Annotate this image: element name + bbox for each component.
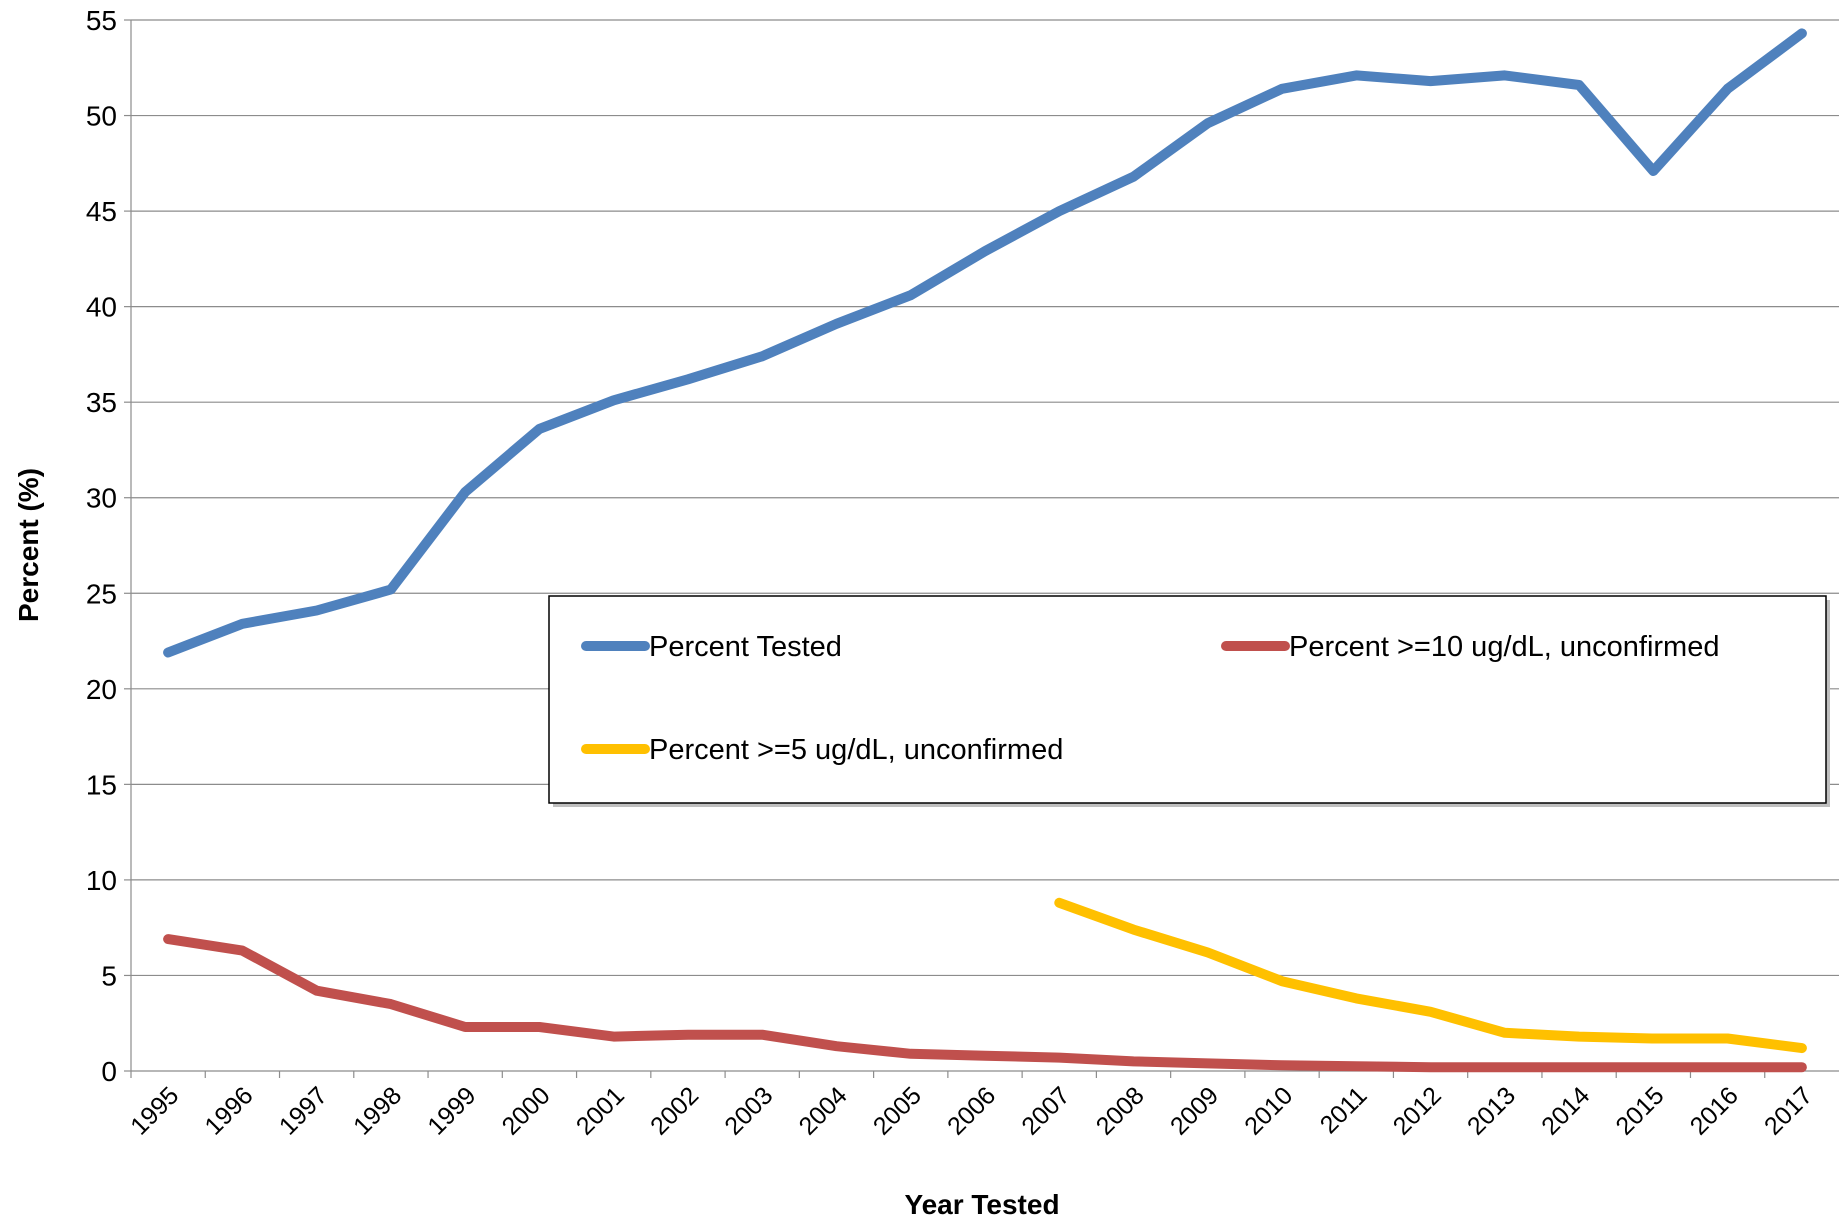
x-tick-label: 2013 (1462, 1081, 1521, 1140)
x-tick-label: 2003 (719, 1081, 778, 1140)
y-axis-title: Percent (%) (13, 468, 44, 622)
x-tick-label: 2008 (1091, 1081, 1150, 1140)
y-tick-label: 0 (101, 1056, 117, 1087)
x-tick-label: 2009 (1165, 1081, 1224, 1140)
legend-label: Percent >=5 ug/dL, unconfirmed (649, 734, 1063, 766)
y-tick-label: 5 (101, 960, 117, 991)
y-tick-label: 20 (86, 674, 117, 705)
x-tick-label: 1997 (274, 1081, 333, 1140)
x-tick-label: 2000 (497, 1081, 556, 1140)
x-tick-label: 2012 (1388, 1081, 1447, 1140)
series-line (163, 28, 1807, 658)
x-tick-label: 2010 (1239, 1081, 1298, 1140)
x-tick-label: 2006 (942, 1081, 1001, 1140)
legend-box (548, 595, 1827, 804)
x-axis-title: Year Tested (904, 1189, 1059, 1220)
y-tick-label: 45 (86, 196, 117, 227)
x-tick-label: 2017 (1759, 1081, 1818, 1140)
legend: Percent Tested Percent >=10 ug/dL, unconf… (548, 595, 1830, 807)
y-tick-label: 35 (86, 387, 117, 418)
y-tick-label: 40 (86, 292, 117, 323)
x-tick-label: 2002 (645, 1081, 704, 1140)
x-tick-label: 2016 (1685, 1081, 1744, 1140)
x-tick-label: 2011 (1315, 1081, 1373, 1139)
legend-label: Percent Tested (649, 631, 842, 663)
x-tick-label: 2015 (1610, 1081, 1669, 1140)
x-tick-label: 2005 (868, 1081, 927, 1140)
y-tick-label: 10 (86, 865, 117, 896)
y-tick-label: 25 (86, 578, 117, 609)
series-line (163, 934, 1807, 1073)
x-tick-label: 2001 (571, 1081, 630, 1140)
x-tick-label: 1999 (422, 1081, 481, 1140)
x-tick-label: 2004 (794, 1081, 853, 1140)
x-tick-label: 2014 (1536, 1081, 1595, 1140)
x-tick-label: 1998 (348, 1081, 407, 1140)
y-tick-label: 30 (86, 483, 117, 514)
x-tick-label: 1996 (200, 1081, 259, 1140)
y-tick-label: 50 (86, 101, 117, 132)
legend-label: Percent >=10 ug/dL, unconfirmed (1289, 631, 1719, 663)
x-tick-label: 2007 (1016, 1081, 1075, 1140)
y-tick-label: 15 (86, 769, 117, 800)
series-line (1054, 897, 1807, 1054)
x-tick-label: 1995 (125, 1081, 184, 1140)
y-tick-label: 55 (86, 5, 117, 36)
